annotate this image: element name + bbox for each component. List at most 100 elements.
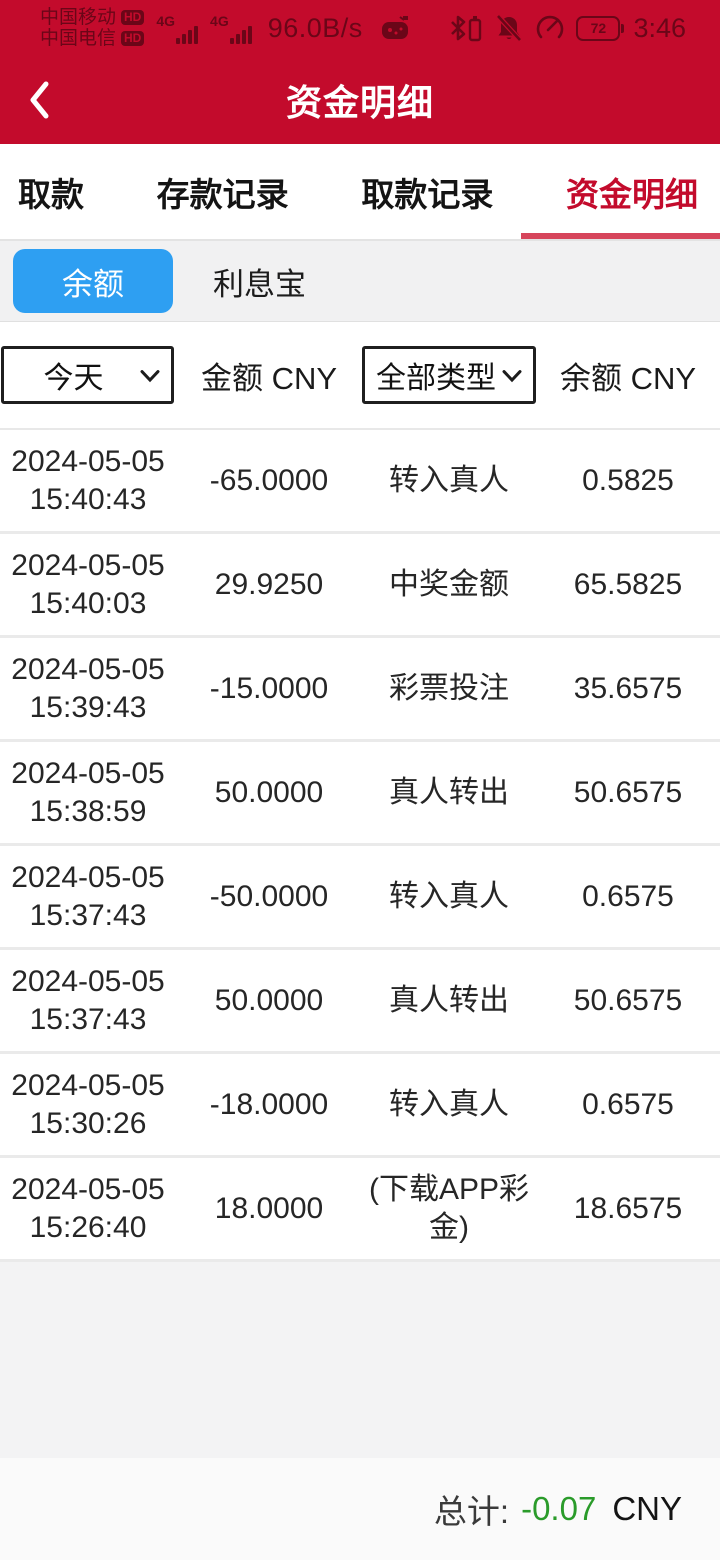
- tab-funds-detail[interactable]: 资金明细: [565, 175, 698, 213]
- data-saver-icon: [537, 15, 564, 39]
- tx-time: 15:39:43: [29, 690, 147, 724]
- active-tab-underline: [521, 233, 720, 239]
- tx-amount: -18.0000: [209, 1087, 329, 1121]
- tx-time: 15:37:43: [29, 1002, 147, 1036]
- tx-time: 15:40:03: [29, 586, 147, 620]
- transaction-table: 2024-05-05 15:40:43 -65.0000 转入真人 0.5825…: [0, 430, 720, 1262]
- tx-amount: 29.9250: [214, 567, 324, 601]
- tx-time: 15:26:40: [29, 1210, 147, 1244]
- tx-balance: 50.6575: [573, 775, 683, 809]
- tx-type: (下载APP彩金): [368, 1172, 530, 1244]
- tx-amount: 50.0000: [214, 775, 324, 809]
- chevron-down-icon: [502, 370, 522, 383]
- tx-type: 中奖金额: [389, 567, 509, 601]
- mute-bell-icon: [496, 14, 523, 42]
- status-right-cluster: 72 3:46: [447, 13, 686, 44]
- signal-strength-icon: 4G: [210, 12, 252, 44]
- battery-icon: 72: [576, 15, 625, 41]
- tx-amount: 50.0000: [214, 983, 324, 1017]
- tx-type: 真人转出: [389, 775, 509, 809]
- tx-balance: 65.5825: [573, 567, 683, 601]
- table-row: 2024-05-05 15:39:43 -15.0000 彩票投注 35.657…: [0, 638, 720, 742]
- tx-date: 2024-05-05: [11, 860, 165, 894]
- carrier-1: 中国移动: [40, 7, 117, 28]
- table-row: 2024-05-05 15:40:43 -65.0000 转入真人 0.5825: [0, 430, 720, 534]
- date-range-value: 今天: [43, 362, 104, 395]
- tx-time: 15:40:43: [29, 482, 147, 516]
- table-row: 2024-05-05 15:38:59 50.0000 真人转出 50.6575: [0, 742, 720, 846]
- tx-datetime: 2024-05-05 15:40:03: [0, 547, 176, 623]
- tx-type: 真人转出: [389, 983, 509, 1017]
- hd-badge: HD: [121, 31, 145, 46]
- battery-percent: 72: [590, 20, 607, 36]
- tx-type: 转入真人: [389, 463, 509, 497]
- tx-balance: 0.5825: [582, 463, 674, 497]
- filter-row: 今天 金额 CNY 全部类型 余额 CNY: [0, 322, 720, 430]
- tx-balance: 50.6575: [573, 983, 683, 1017]
- page-title: 资金明细: [285, 82, 434, 123]
- amount-column-header: 金额 CNY: [200, 360, 338, 396]
- type-filter-value: 全部类型: [376, 362, 496, 395]
- tx-amount: 18.0000: [214, 1191, 324, 1225]
- tx-date: 2024-05-05: [11, 756, 165, 790]
- total-footer: 总计: -0.07 CNY: [0, 1458, 720, 1560]
- tx-time: 15:37:43: [29, 898, 147, 932]
- tab-deposit-records[interactable]: 存款记录: [156, 175, 289, 213]
- sub-tab-balance[interactable]: 余额: [13, 249, 173, 313]
- sub-tab-bar: 余额 利息宝: [0, 241, 720, 322]
- tx-date: 2024-05-05: [11, 652, 165, 686]
- chevron-down-icon: [140, 370, 160, 383]
- tx-date: 2024-05-05: [11, 548, 165, 582]
- bluetooth-battery-icon: [451, 15, 482, 42]
- tab-withdraw-records[interactable]: 取款记录: [361, 175, 494, 213]
- back-button[interactable]: [26, 56, 82, 144]
- type-filter-select[interactable]: 全部类型: [362, 346, 536, 404]
- hd-badge: HD: [121, 10, 145, 25]
- tx-time: 15:38:59: [29, 794, 147, 828]
- tx-balance: 18.6575: [573, 1191, 683, 1225]
- tx-date: 2024-05-05: [11, 964, 165, 998]
- robot-assistant-icon: [381, 16, 408, 39]
- tx-balance: 0.6575: [582, 1087, 674, 1121]
- sub-tab-interest[interactable]: 利息宝: [213, 266, 306, 302]
- tx-datetime: 2024-05-05 15:40:43: [0, 443, 176, 519]
- status-bar: 中国移动 HD 中国电信 HD 4G 4G 96.0B/s: [0, 0, 720, 56]
- tx-datetime: 2024-05-05 15:26:40: [0, 1171, 176, 1247]
- tx-balance: 0.6575: [582, 879, 674, 913]
- carrier-2: 中国电信: [40, 28, 117, 49]
- empty-scroll-area: [0, 1262, 720, 1458]
- tx-date: 2024-05-05: [11, 1172, 165, 1206]
- table-row: 2024-05-05 15:40:03 29.9250 中奖金额 65.5825: [0, 534, 720, 638]
- total-value: -0.07: [521, 1490, 597, 1527]
- tx-datetime: 2024-05-05 15:37:43: [0, 963, 176, 1039]
- tx-date: 2024-05-05: [11, 1068, 165, 1102]
- tx-amount: -15.0000: [209, 671, 329, 705]
- balance-column-header: 余额 CNY: [559, 360, 697, 396]
- tx-amount: -50.0000: [209, 879, 329, 913]
- tx-type: 转入真人: [389, 879, 509, 913]
- tx-balance: 35.6575: [573, 671, 683, 705]
- total-currency: CNY: [612, 1490, 682, 1527]
- network-speed: 96.0B/s: [267, 12, 363, 43]
- table-row: 2024-05-05 15:26:40 18.0000 (下载APP彩金) 18…: [0, 1158, 720, 1262]
- tx-date: 2024-05-05: [11, 444, 165, 478]
- date-range-select[interactable]: 今天: [1, 346, 174, 404]
- chevron-left-icon: [30, 81, 49, 119]
- carrier-labels: 中国移动 HD 中国电信 HD: [40, 7, 145, 49]
- tx-type: 转入真人: [389, 1087, 509, 1121]
- status-time: 3:46: [633, 12, 686, 43]
- tab-withdraw[interactable]: 取款: [18, 175, 84, 213]
- tx-datetime: 2024-05-05 15:37:43: [0, 859, 176, 935]
- app-header: 资金明细: [0, 56, 720, 144]
- tx-type: 彩票投注: [389, 671, 509, 705]
- table-row: 2024-05-05 15:37:43 -50.0000 转入真人 0.6575: [0, 846, 720, 950]
- tab-bar: 取款 存款记录 取款记录 资金明细: [0, 144, 720, 241]
- total-label: 总计:: [433, 1493, 510, 1530]
- tx-datetime: 2024-05-05 15:39:43: [0, 651, 176, 727]
- tx-datetime: 2024-05-05 15:30:26: [0, 1067, 176, 1143]
- table-row: 2024-05-05 15:30:26 -18.0000 转入真人 0.6575: [0, 1054, 720, 1158]
- table-row: 2024-05-05 15:37:43 50.0000 真人转出 50.6575: [0, 950, 720, 1054]
- tx-amount: -65.0000: [209, 463, 329, 497]
- tx-datetime: 2024-05-05 15:38:59: [0, 755, 176, 831]
- tx-time: 15:30:26: [29, 1106, 147, 1140]
